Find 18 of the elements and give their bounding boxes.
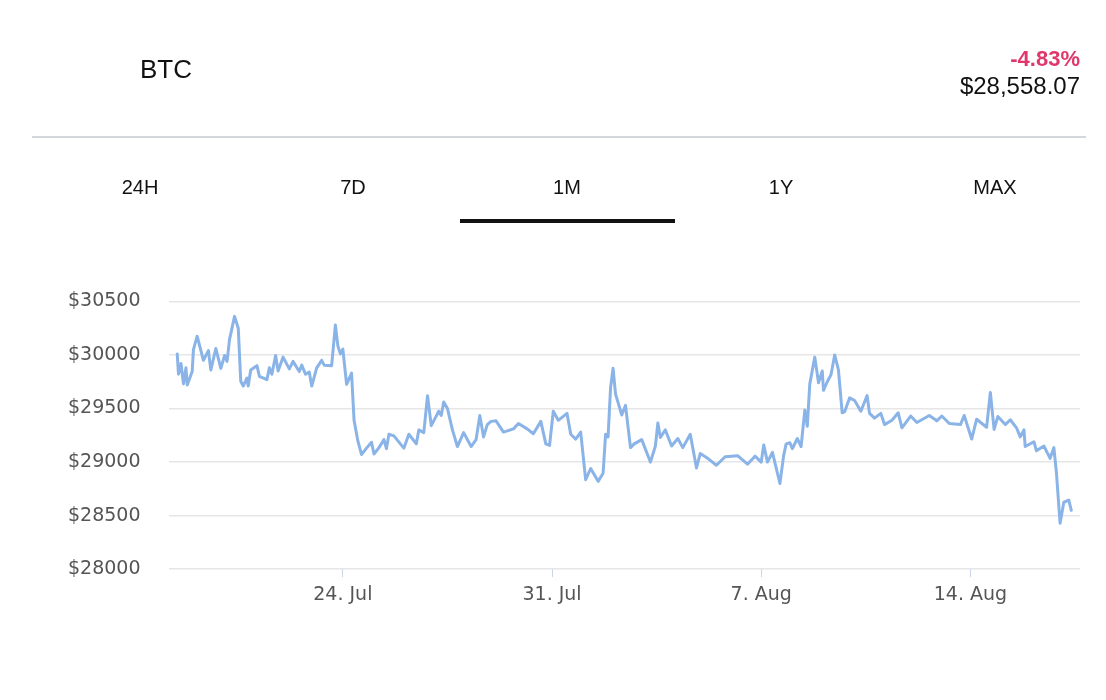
x-tick-label: 7. Aug: [730, 581, 792, 604]
y-tick-label: $28000: [68, 556, 141, 579]
text: 24H: [121, 176, 159, 199]
text: $28,558.07: [959, 72, 1080, 100]
y-tick-label: $28500: [68, 502, 141, 525]
x-tick-label: 31. Jul: [522, 581, 582, 604]
y-tick-label: $30500: [68, 288, 141, 311]
text: 1M: [553, 176, 581, 199]
y-tick-label: $29500: [68, 395, 141, 418]
text: 7D: [340, 176, 366, 199]
x-tick-label: 14. Aug: [933, 581, 1008, 604]
text: MAX: [973, 176, 1017, 199]
y-tick-label: $30000: [68, 341, 141, 364]
x-tick-label: 24. Jul: [313, 581, 373, 604]
text: -4.83%: [1010, 46, 1080, 72]
text: 1Y: [768, 176, 794, 199]
chart-title: BTC: [140, 54, 192, 85]
y-tick-label: $29000: [68, 449, 141, 472]
